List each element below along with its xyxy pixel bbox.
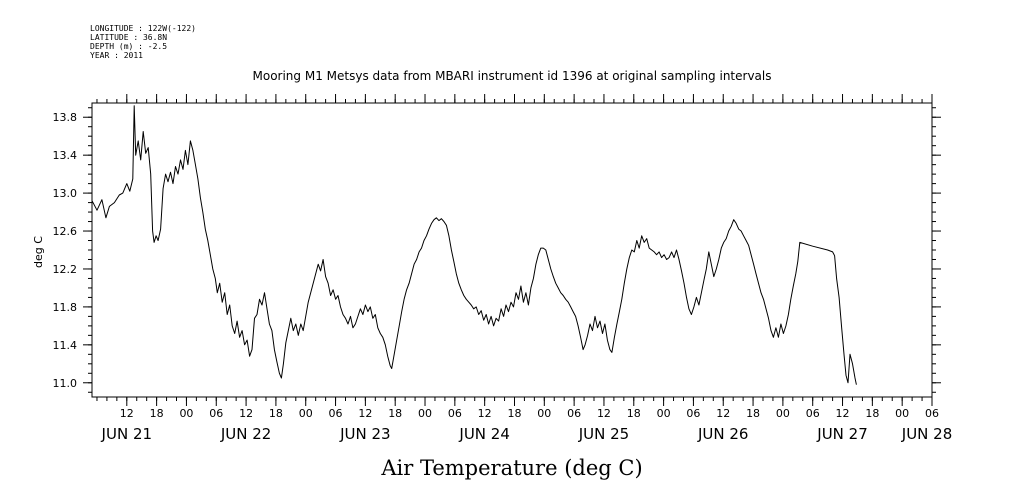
x-hour-tick-label: 12 <box>836 407 850 420</box>
x-hour-tick-label: 00 <box>299 407 313 420</box>
y-tick-label: 12.2 <box>53 263 78 276</box>
y-tick-label: 13.4 <box>53 149 78 162</box>
x-hour-tick-label: 06 <box>567 407 581 420</box>
series-layer <box>91 105 857 385</box>
x-hour-tick-label: 06 <box>925 407 939 420</box>
y-axis-label: deg C <box>32 236 45 268</box>
x-hour-tick-label: 06 <box>209 407 223 420</box>
y-tick-label: 11.8 <box>53 301 78 314</box>
x-hour-tick-label: 12 <box>597 407 611 420</box>
x-hour-tick-label: 18 <box>627 407 641 420</box>
y-tick-label: 13.8 <box>53 111 78 124</box>
x-hour-tick-label: 18 <box>269 407 283 420</box>
y-tick-label: 13.0 <box>53 187 78 200</box>
x-hour-tick-label: 00 <box>895 407 909 420</box>
x-hour-tick-label: 12 <box>239 407 253 420</box>
chart-title: Mooring M1 Metsys data from MBARI instru… <box>253 69 772 83</box>
x-hour-tick-label: 12 <box>358 407 372 420</box>
x-hour-tick-label: 18 <box>865 407 879 420</box>
x-hour-tick-label: 12 <box>478 407 492 420</box>
x-axis-title: Air Temperature (deg C) <box>380 456 642 480</box>
x-day-label: JUN 23 <box>339 425 390 443</box>
x-day-label: JUN 27 <box>816 425 867 443</box>
axes: 12 18 00 06 12 18 00 06 12 18 00 06 12 18 00 06 12 18 00 06… <box>53 94 952 443</box>
x-hour-tick-label: 06 <box>329 407 343 420</box>
x-hour-tick-label: 00 <box>776 407 790 420</box>
series-line-air-temperature <box>91 105 857 385</box>
meta-longitude: LONGITUDE : 122W(-122) <box>90 24 196 33</box>
meta-latitude: LATITUDE : 36.8N <box>90 33 167 42</box>
x-day-label: JUN 22 <box>220 425 271 443</box>
x-hour-tick-label: 18 <box>507 407 521 420</box>
x-hour-tick-label: 00 <box>657 407 671 420</box>
x-hour-tick-label: 18 <box>388 407 402 420</box>
x-day-label: JUN 21 <box>101 425 152 443</box>
y-tick-label: 12.6 <box>53 225 78 238</box>
x-day-label: JUN 24 <box>458 425 509 443</box>
y-tick-label: 11.0 <box>53 377 78 390</box>
x-hour-tick-label: 00 <box>537 407 551 420</box>
meta-depth: DEPTH (m) : -2.5 <box>90 42 167 51</box>
x-day-label: JUN 28 <box>901 425 952 443</box>
x-hour-tick-label: 12 <box>716 407 730 420</box>
y-tick-label: 11.4 <box>53 339 78 352</box>
x-hour-tick-label: 18 <box>150 407 164 420</box>
x-hour-tick-label: 00 <box>418 407 432 420</box>
x-hour-tick-label: 00 <box>179 407 193 420</box>
x-hour-tick-label: 06 <box>448 407 462 420</box>
x-hour-tick-label: 06 <box>806 407 820 420</box>
x-day-label: JUN 25 <box>578 425 629 443</box>
x-hour-tick-label: 18 <box>746 407 760 420</box>
x-hour-tick-label: 06 <box>686 407 700 420</box>
x-day-label: JUN 26 <box>697 425 748 443</box>
x-hour-tick-label: 12 <box>120 407 134 420</box>
meta-year: YEAR : 2011 <box>90 51 143 60</box>
plot-frame <box>91 102 933 398</box>
